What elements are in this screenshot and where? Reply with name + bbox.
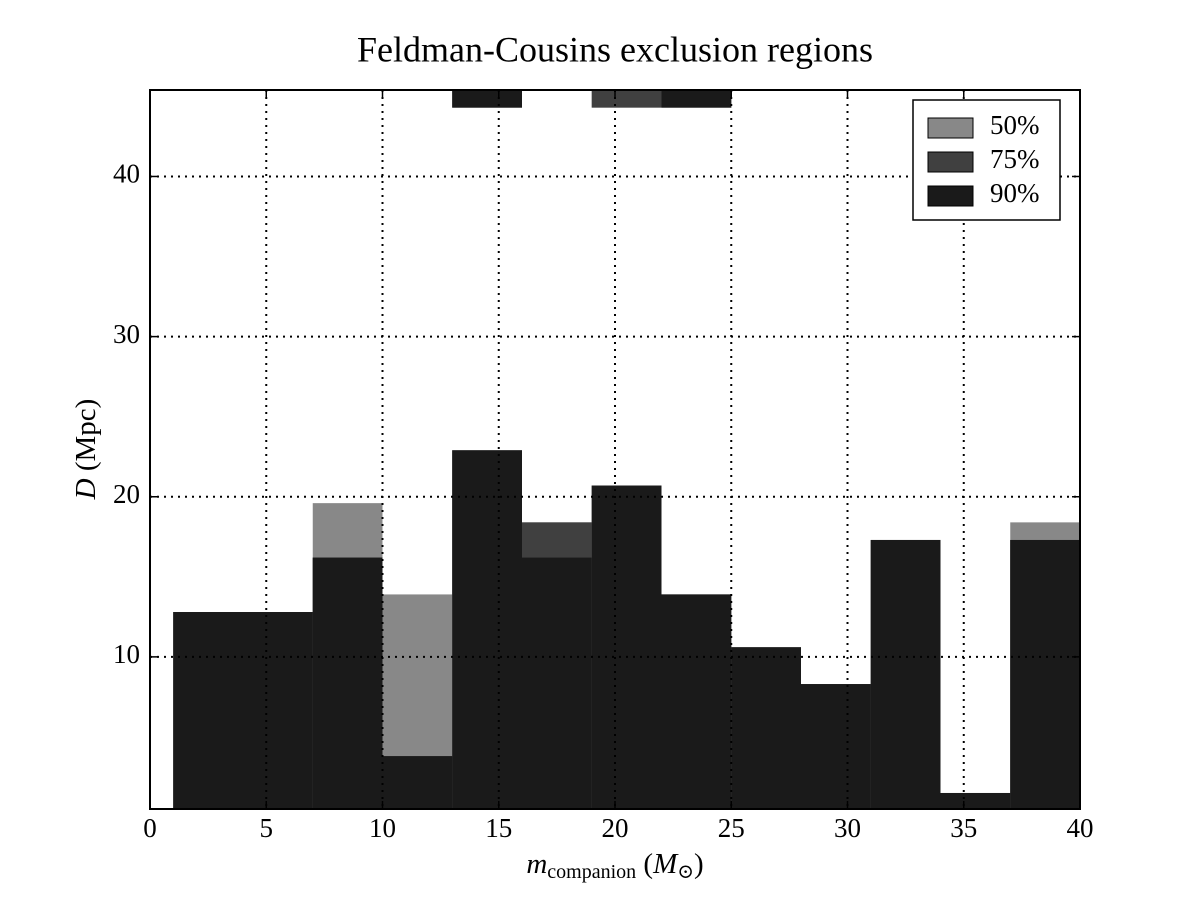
y-axis-label-part: (Mpc) <box>70 399 102 479</box>
legend-swatch <box>927 117 974 139</box>
bar <box>243 612 313 809</box>
legend-label: 50% <box>990 110 1040 140</box>
upper-bar <box>661 90 732 108</box>
y-axis-label-part: D <box>70 478 102 500</box>
plot-frame <box>149 89 1081 810</box>
legend-label: 75% <box>990 144 1040 174</box>
x-tick-label: 35 <box>950 813 977 843</box>
upper-bar <box>591 90 662 108</box>
x-tick-label: 20 <box>602 813 629 843</box>
x-axis-label-part: ( <box>636 848 653 880</box>
y-tick-label: 40 <box>113 159 140 189</box>
y-tick-label: 20 <box>113 479 140 509</box>
chart-title: Feldman-Cousins exclusion regions <box>357 29 873 69</box>
x-tick-label: 0 <box>143 813 157 843</box>
y-tick-label: 10 <box>113 639 140 669</box>
x-axis-label-part: ) <box>694 848 704 880</box>
legend-label: 90% <box>990 178 1040 208</box>
x-axis-label-part: ⊙ <box>677 861 694 883</box>
bar <box>591 485 662 809</box>
x-axis-label-part: M <box>652 848 679 880</box>
bar <box>731 647 801 809</box>
x-tick-label: 25 <box>718 813 745 843</box>
bar <box>312 557 383 809</box>
x-axis-label-part: companion <box>547 861 636 883</box>
y-axis-label: D (Mpc) <box>70 399 102 501</box>
legend-swatch <box>927 185 974 207</box>
bar <box>382 756 453 809</box>
x-tick-label: 15 <box>485 813 512 843</box>
y-tick-label: 30 <box>113 319 140 349</box>
x-axis-label-part: m <box>526 848 547 880</box>
bar <box>452 450 522 809</box>
bar <box>801 684 871 809</box>
bar <box>940 792 1011 809</box>
upper-bar <box>452 90 522 108</box>
bar <box>870 539 941 809</box>
x-tick-label: 30 <box>834 813 861 843</box>
bar <box>661 594 732 809</box>
x-tick-label: 40 <box>1067 813 1094 843</box>
x-axis-label: mcompanion (M⊙) <box>526 848 703 883</box>
x-tick-label: 10 <box>369 813 396 843</box>
bar <box>173 612 243 809</box>
bar <box>522 557 592 809</box>
x-tick-label: 5 <box>260 813 274 843</box>
bar <box>1010 539 1080 809</box>
legend-swatch <box>927 151 974 173</box>
